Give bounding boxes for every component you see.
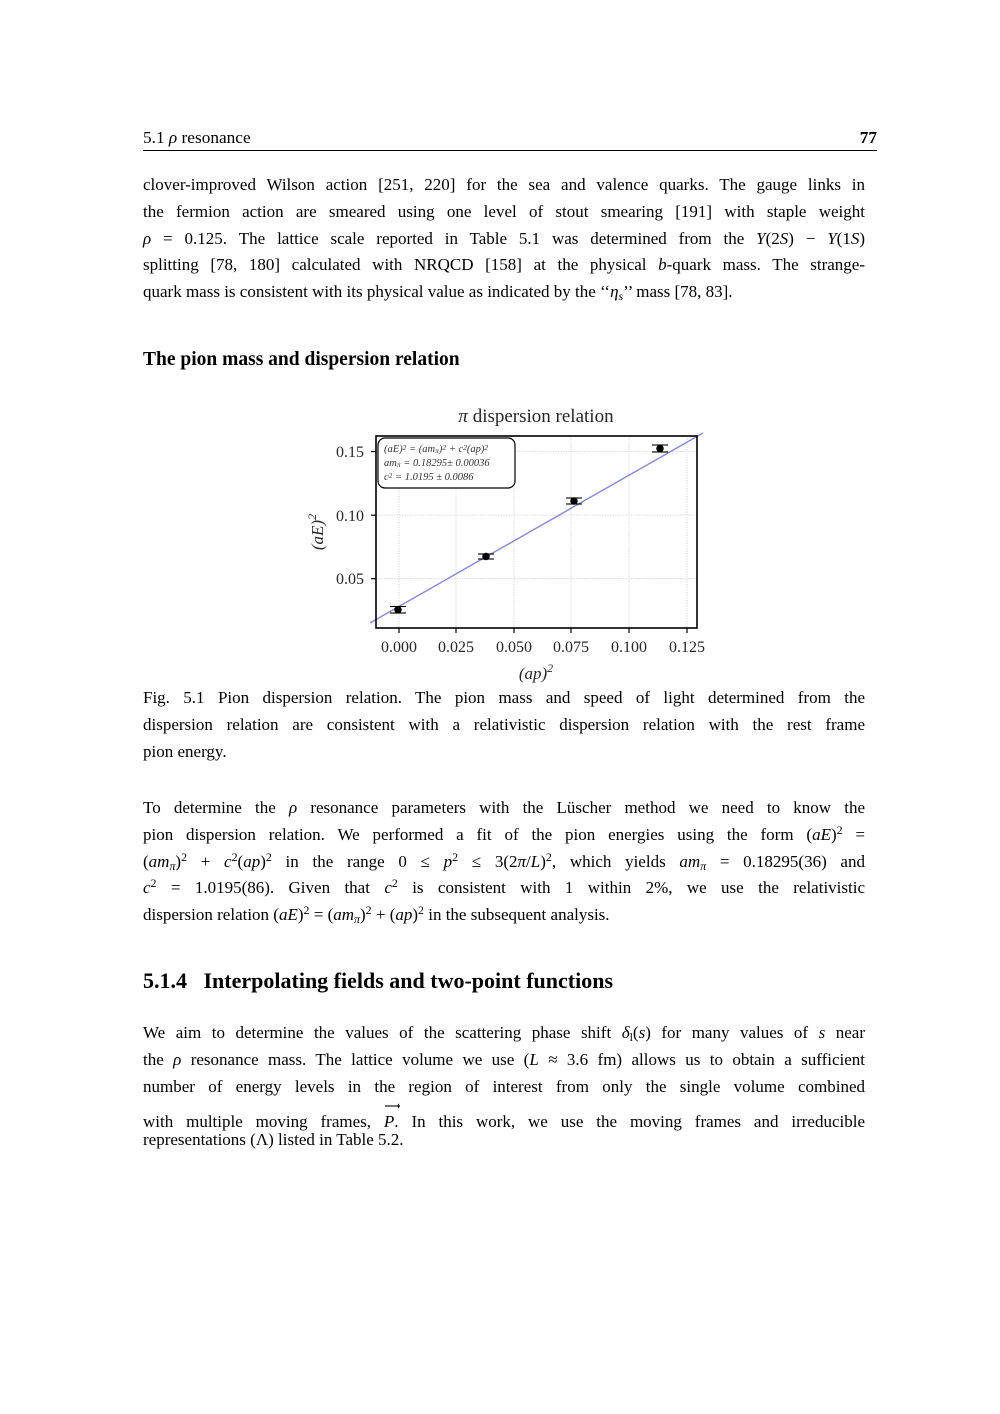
svg-text:amπ = 0.18295± 0.00036: amπ = 0.18295± 0.00036	[384, 458, 490, 469]
svg-text:0.05: 0.05	[336, 571, 364, 588]
svg-text:0.10: 0.10	[336, 508, 364, 525]
svg-text:0.100: 0.100	[611, 639, 647, 656]
svg-text:(aE)2: (aE)2	[305, 514, 327, 550]
svg-text:0.125: 0.125	[669, 639, 705, 656]
svg-text:π dispersion relation: π dispersion relation	[458, 406, 614, 427]
svg-text:0.075: 0.075	[553, 639, 589, 656]
svg-text:c2 = 1.0195 ± 0.0086: c2 = 1.0195 ± 0.0086	[384, 471, 474, 483]
svg-text:0.15: 0.15	[336, 444, 364, 461]
svg-text:0.050: 0.050	[496, 639, 532, 656]
svg-text:(ap)2: (ap)2	[519, 661, 553, 683]
svg-text:0.000: 0.000	[381, 639, 417, 656]
svg-text:0.025: 0.025	[438, 639, 474, 656]
